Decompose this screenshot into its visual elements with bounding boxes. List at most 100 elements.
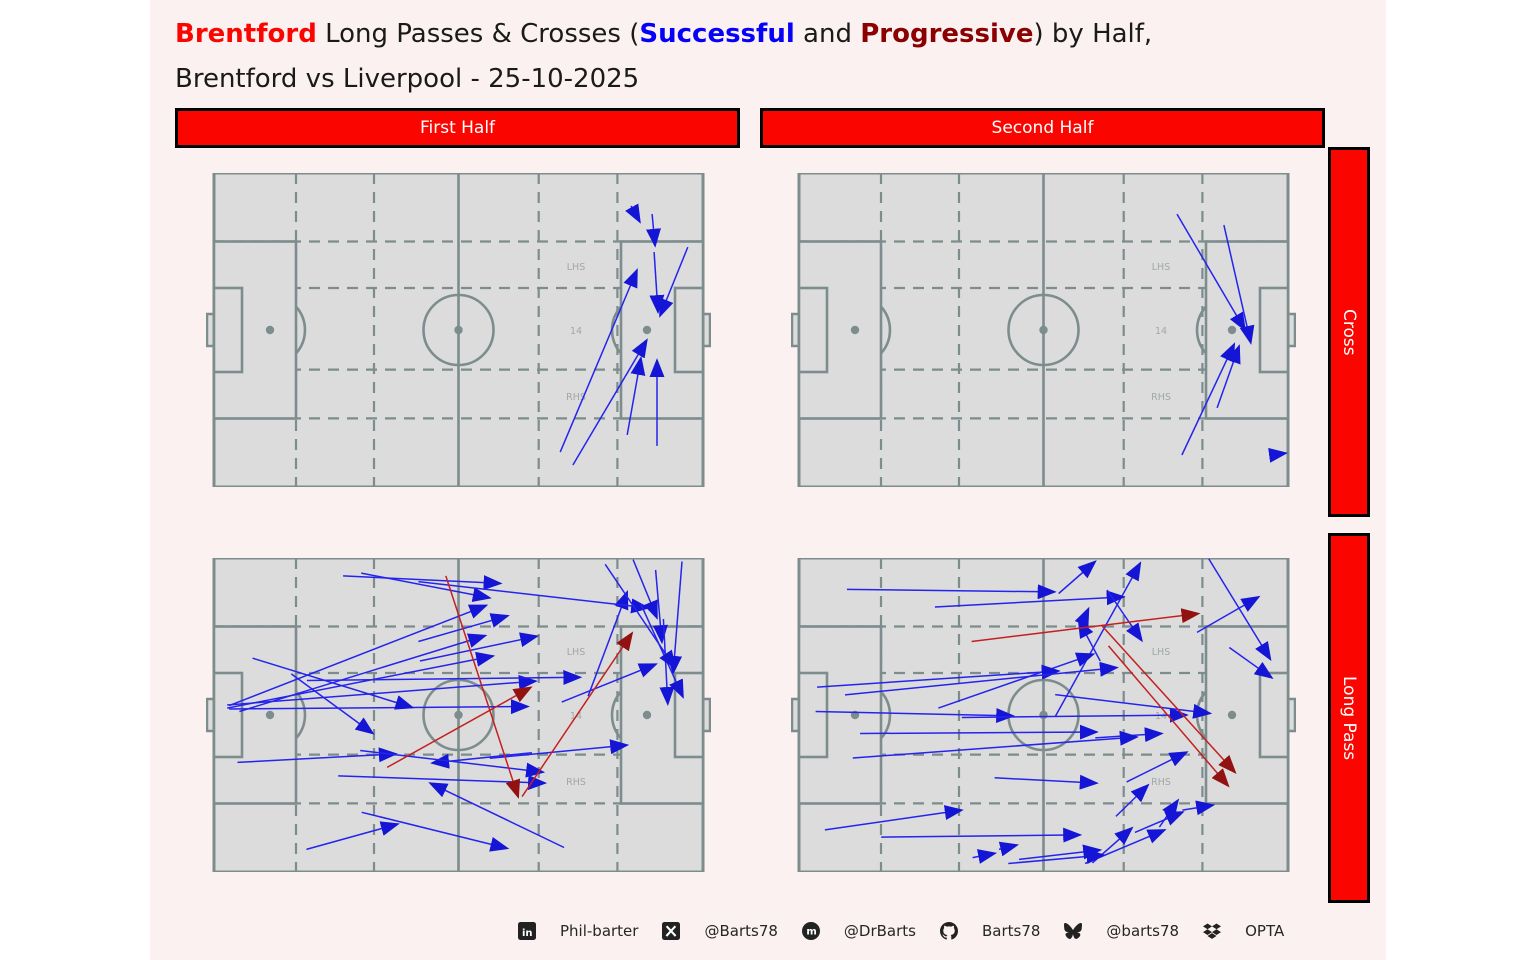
pitch-cross-second-half: LHS 14 RHS <box>790 171 1297 489</box>
pass-arrow <box>815 708 1016 724</box>
pass-arrow <box>227 674 538 706</box>
page-title: Brentford Long Passes & Crosses (Success… <box>175 12 1152 102</box>
pass-arrow <box>418 580 651 614</box>
pass-arrow <box>1019 844 1103 861</box>
pass-arrow <box>1101 624 1237 774</box>
zone-label: 14 <box>570 326 582 337</box>
column-header-first-half: First Half <box>175 108 740 148</box>
pass-arrow <box>604 563 677 670</box>
dropbox-icon <box>1203 923 1222 939</box>
linkedin-icon: in <box>518 922 536 940</box>
column-header-second-half: Second Half <box>760 108 1325 148</box>
pitch-cross-first-half: LHS 14 RHS <box>205 171 712 489</box>
pass-arrow <box>1107 645 1230 788</box>
pass-arrow <box>1181 342 1236 456</box>
pitch-long-pass-second-half: LHS 14 RHS <box>790 556 1297 874</box>
pass-arrow <box>1106 589 1143 643</box>
pass-arrow <box>625 203 641 224</box>
footer-bluesky: @barts78 <box>1064 922 1179 940</box>
zone-label: 14 <box>1155 326 1167 337</box>
pass-arrow <box>844 661 1119 696</box>
svg-text:in: in <box>522 928 533 939</box>
pass-arrow <box>561 663 658 703</box>
pass-arrow <box>343 575 503 591</box>
pass-arrow <box>1115 783 1150 817</box>
pass-arrow <box>228 604 489 707</box>
pass-arrow <box>419 632 540 662</box>
pass-arrow <box>587 590 629 697</box>
pass-arrow <box>361 572 492 603</box>
pass-arrow <box>961 707 1189 723</box>
pass-arrow <box>817 664 1061 688</box>
pass-arrow <box>652 569 668 645</box>
footer-mastodon: m @DrBarts <box>801 922 916 940</box>
footer-github: Barts78 <box>939 922 1041 940</box>
pass-arrow <box>559 268 638 453</box>
pass-arrow <box>428 782 565 849</box>
pass-arrow <box>227 651 496 709</box>
center-circle <box>422 678 495 752</box>
pass-arrow <box>306 821 400 851</box>
pass-arrow <box>934 590 1126 608</box>
title-segment: Brentford <box>175 19 317 49</box>
footer-x: @Barts78 <box>662 922 778 940</box>
pass-arrow <box>971 608 1201 643</box>
pass-arrow <box>659 246 689 318</box>
bluesky-icon <box>1064 923 1083 940</box>
center-circle <box>422 293 495 367</box>
pass-arrow <box>1054 561 1142 717</box>
footer-opta-label: OPTA <box>1245 922 1285 940</box>
mastodon-icon: m <box>801 922 820 940</box>
page-title-line1: Brentford Long Passes & Crosses (Success… <box>175 12 1152 57</box>
row-header-long-pass: Long Pass <box>1328 533 1370 903</box>
pass-arrow <box>1058 560 1097 595</box>
pass-arrow <box>386 686 533 769</box>
title-segment: ) by Half, <box>1033 19 1153 49</box>
zone-label: LHS <box>1152 262 1170 273</box>
footer-bluesky-label: @barts78 <box>1106 922 1180 940</box>
footer-linkedin-label: Phil-barter <box>560 922 639 940</box>
pass-arrow <box>1134 811 1185 834</box>
row-header-long-pass-label: Long Pass <box>1339 675 1359 761</box>
pass-arrow <box>229 699 530 715</box>
page-title-line2: Brentford vs Liverpool - 25-10-2025 <box>175 64 640 94</box>
footer-linkedin: in Phil-barter <box>518 922 638 940</box>
footer-dropbox: OPTA <box>1203 922 1284 940</box>
footer-github-label: Barts78 <box>981 922 1041 940</box>
pass-arrow <box>237 747 398 764</box>
zone-label: LHS <box>567 647 585 658</box>
zone-label: LHS <box>567 262 585 273</box>
pass-arrow <box>860 724 1099 740</box>
pass-arrow <box>1055 693 1213 719</box>
pass-arrow <box>1176 213 1247 332</box>
title-segment: and <box>794 19 861 49</box>
pass-arrow <box>1196 595 1261 634</box>
title-segment: Progressive <box>860 19 1034 49</box>
pass-arrow <box>1182 800 1216 816</box>
pass-arrow <box>824 805 964 831</box>
pass-arrow <box>994 774 1099 790</box>
footer-x-label: @Barts78 <box>704 922 778 940</box>
pass-arrow <box>361 811 510 852</box>
pass-arrow <box>1216 344 1241 409</box>
pass-arrow <box>1126 751 1189 783</box>
pass-arrow <box>938 652 1096 709</box>
pass-arrow <box>998 841 1020 857</box>
row-header-cross: Cross <box>1328 147 1370 517</box>
pass-arrow <box>290 673 375 735</box>
svg-text:m: m <box>806 927 816 938</box>
pass-arrow <box>852 730 1139 759</box>
footer-mastodon-label: @DrBarts <box>843 922 916 940</box>
zone-label: RHS <box>566 777 586 788</box>
pass-arrow <box>360 749 546 778</box>
pass-arrow <box>1268 447 1288 463</box>
pass-arrow <box>632 559 658 620</box>
pass-arrow <box>646 214 661 248</box>
pass-arrow <box>846 584 1057 600</box>
pass-arrow <box>1228 646 1274 680</box>
